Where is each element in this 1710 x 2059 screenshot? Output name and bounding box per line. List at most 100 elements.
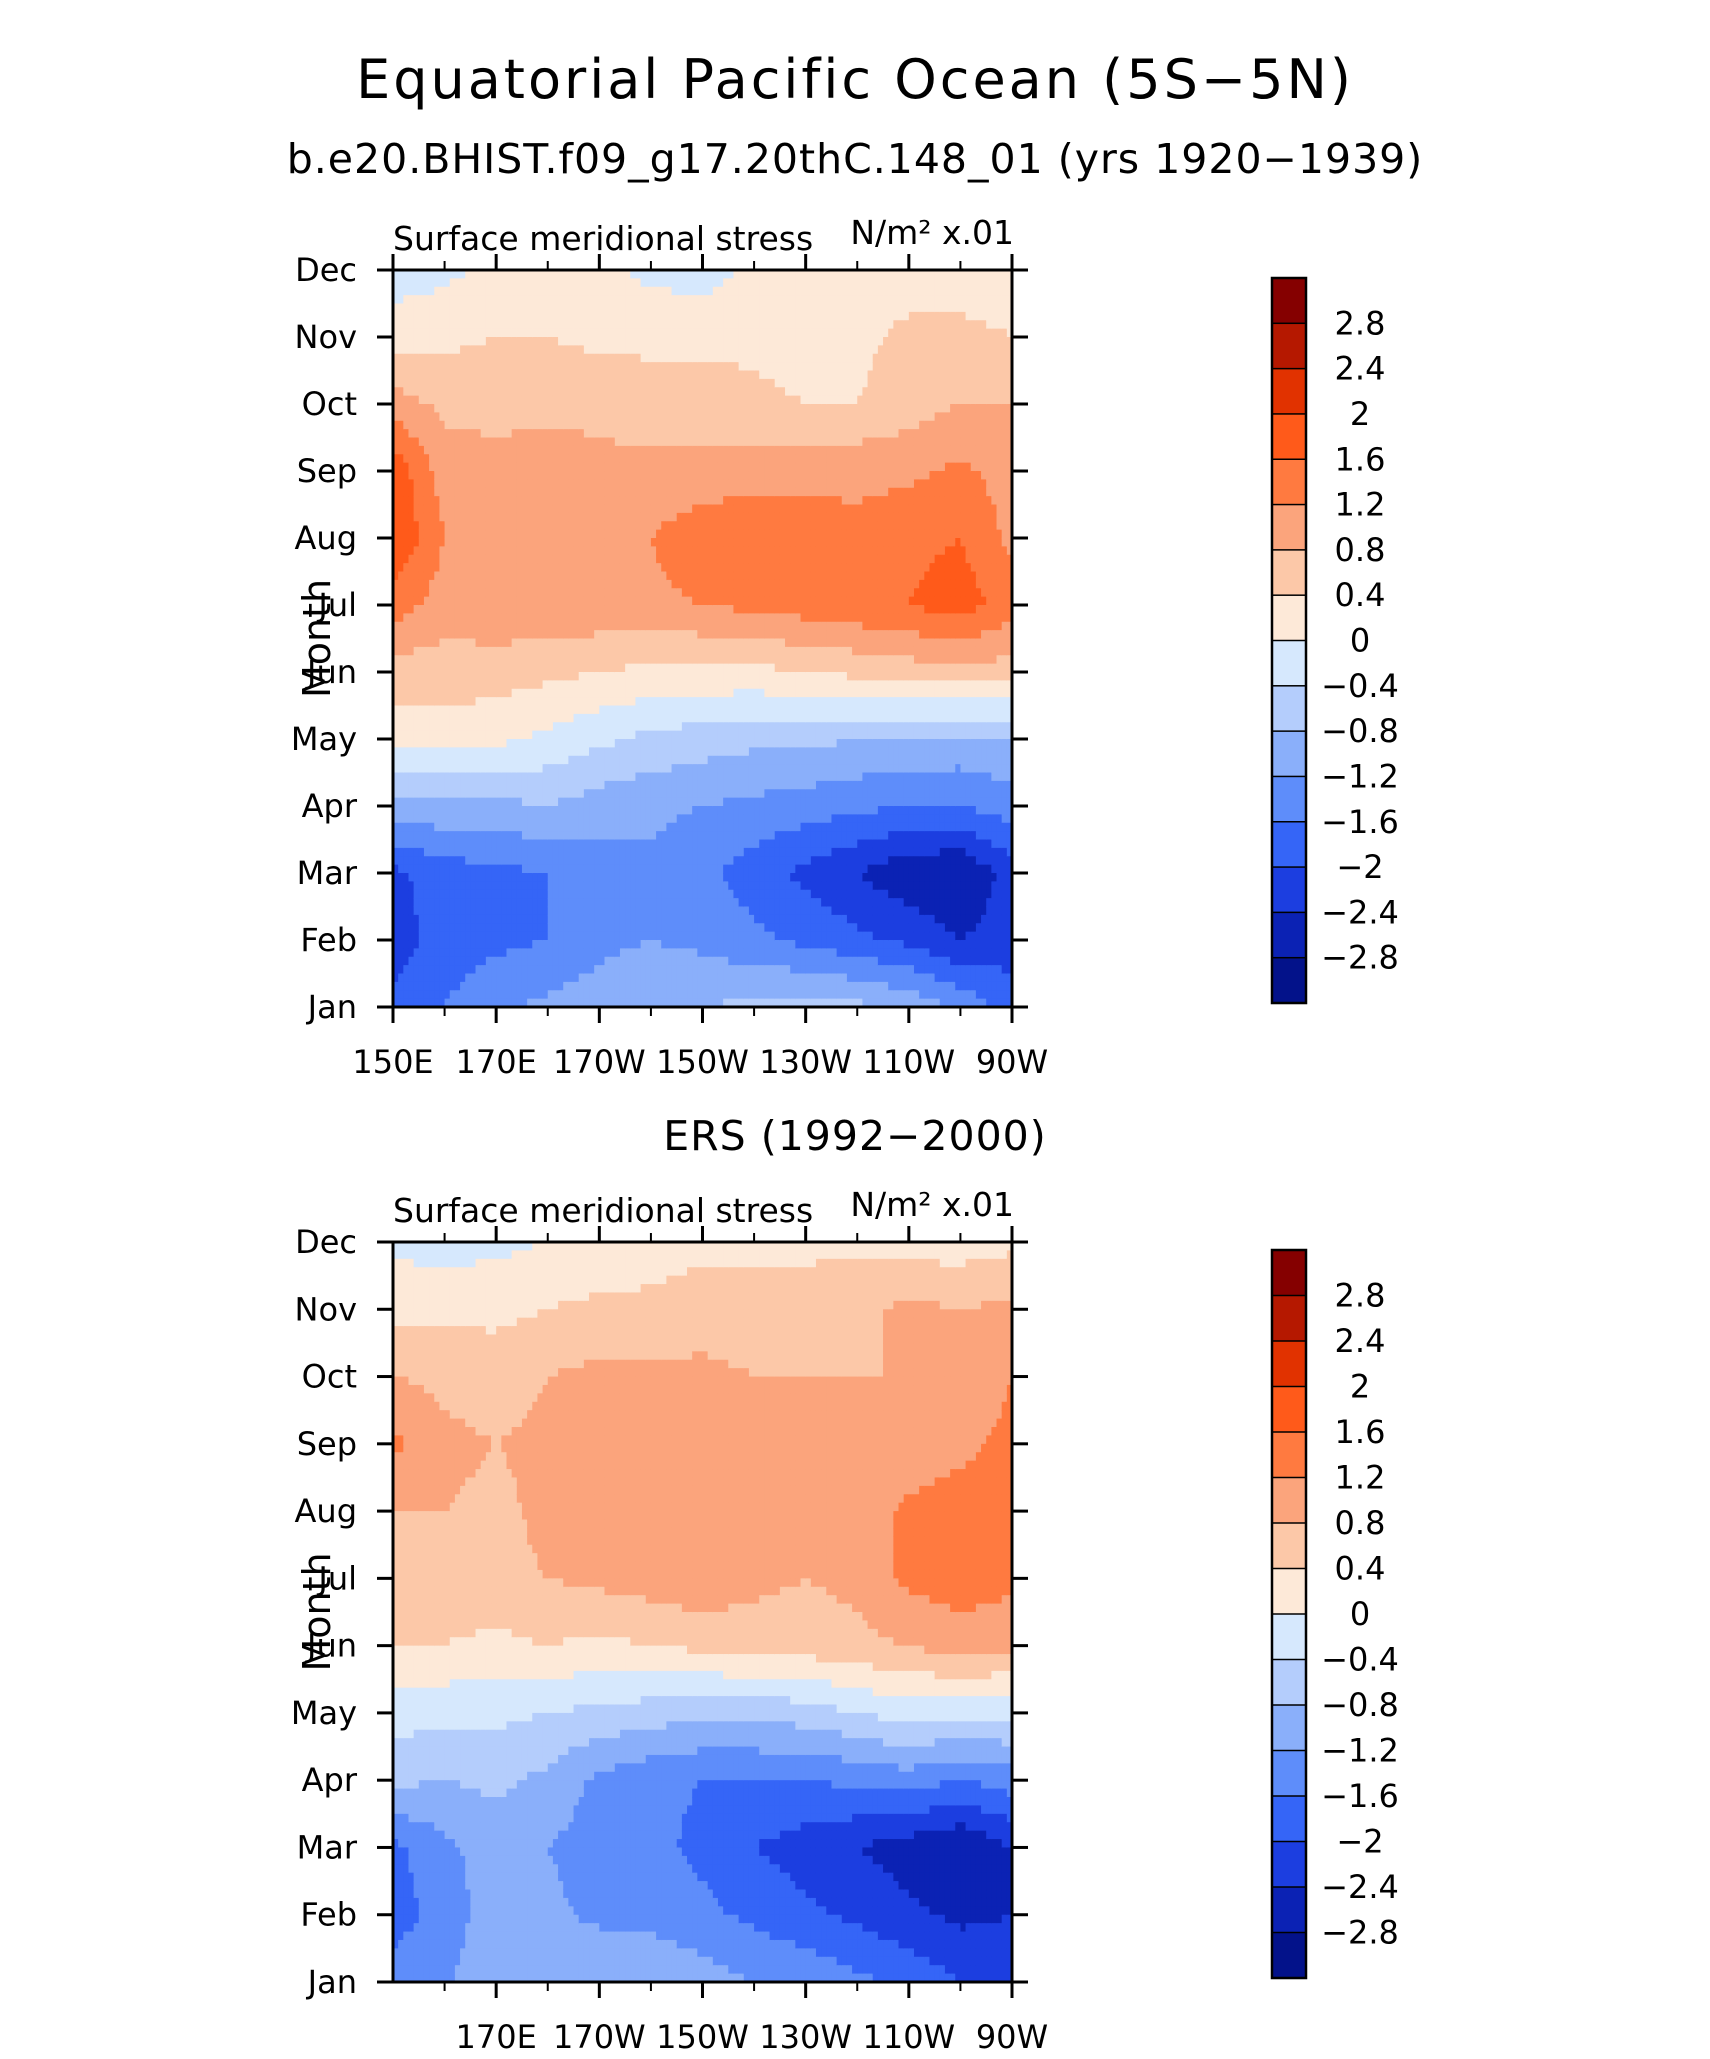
contour-cell: [470, 395, 477, 405]
contour-cell: [418, 621, 425, 631]
contour-cell: [594, 956, 600, 966]
contour-cell: [599, 789, 606, 799]
contour-cell: [393, 512, 399, 522]
contour-cell: [552, 806, 559, 815]
contour-cell: [527, 404, 533, 413]
contour-cell: [429, 546, 435, 556]
contour-cell: [558, 353, 564, 363]
contour-cell: [666, 847, 673, 857]
contour-cell: [434, 471, 441, 480]
contour-cell: [635, 412, 642, 422]
contour-cell: [625, 337, 631, 346]
contour-cell: [563, 353, 569, 363]
contour-cell: [594, 412, 600, 422]
contour-cell: [532, 755, 539, 765]
contour-cell: [568, 839, 575, 849]
contour-cell: [614, 437, 621, 447]
contour-cell: [671, 839, 678, 849]
contour-cell: [542, 981, 549, 991]
contour-cell: [434, 412, 441, 422]
contour-cell: [480, 311, 487, 321]
contour-cell: [578, 839, 585, 849]
contour-cell: [527, 538, 533, 547]
contour-cell: [630, 512, 637, 522]
contour-cell: [527, 596, 533, 606]
contour-cell: [439, 286, 446, 296]
contour-cell: [619, 278, 626, 288]
contour-cell: [558, 479, 564, 489]
contour-cell: [403, 990, 410, 1000]
contour-cell: [496, 923, 502, 933]
contour-cell: [635, 311, 642, 321]
contour-cell: [429, 973, 435, 983]
contour-cell: [521, 605, 528, 614]
contour-cell: [521, 839, 528, 849]
contour-cell: [645, 998, 652, 1008]
contour-cell: [558, 320, 564, 330]
contour-cell: [454, 739, 461, 748]
contour-cell: [439, 420, 446, 430]
contour-cell: [465, 278, 471, 288]
contour-cell: [625, 881, 631, 891]
contour-cell: [429, 521, 435, 531]
contour-cell: [635, 780, 642, 790]
contour-cell: [630, 948, 637, 958]
contour-cell: [480, 512, 487, 522]
contour-cell: [516, 898, 523, 908]
contour-cell: [604, 688, 611, 698]
contour-cell: [573, 337, 580, 346]
contour-cell: [501, 328, 508, 338]
contour-cell: [454, 454, 461, 464]
contour-cell: [568, 806, 575, 815]
contour-cell: [532, 320, 539, 330]
contour-cell: [604, 512, 611, 522]
contour-cell: [661, 730, 667, 740]
contour-cell: [645, 387, 652, 397]
contour-cell: [578, 429, 585, 439]
contour-cell: [614, 956, 621, 966]
contour-cell: [398, 889, 404, 899]
contour-cell: [552, 638, 559, 648]
contour-cell: [583, 990, 590, 1000]
contour-cell: [454, 998, 461, 1008]
contour-cell: [460, 814, 466, 824]
contour-cell: [521, 688, 528, 698]
contour-cell: [527, 739, 533, 748]
contour-cell: [558, 973, 564, 983]
contour-cell: [506, 311, 513, 321]
contour-cell: [449, 462, 456, 472]
contour-cell: [681, 303, 688, 313]
contour-cell: [681, 563, 688, 573]
contour-cell: [403, 948, 410, 958]
contour-cell: [470, 889, 477, 899]
contour-cell: [583, 378, 590, 388]
contour-cell: [630, 747, 637, 757]
contour-cell: [619, 914, 626, 924]
contour-cell: [516, 605, 523, 614]
contour-cell: [532, 839, 539, 849]
contour-cell: [527, 856, 533, 866]
contour-cell: [532, 680, 539, 690]
contour-cell: [635, 270, 642, 279]
contour-cell: [521, 856, 528, 866]
contour-cell: [485, 839, 492, 849]
contour-cell: [485, 739, 492, 748]
contour-cell: [640, 722, 647, 732]
contour-cell: [578, 898, 585, 908]
contour-cell: [403, 538, 410, 547]
contour-cell: [661, 663, 667, 673]
contour-cell: [516, 445, 523, 455]
contour-cell: [625, 395, 631, 405]
contour-cell: [630, 504, 637, 514]
contour-cell: [444, 990, 451, 1000]
contour-cell: [434, 981, 441, 991]
contour-cell: [506, 831, 513, 841]
contour-cell: [475, 311, 482, 321]
contour-cell: [408, 730, 415, 740]
contour-cell: [521, 504, 528, 514]
contour-cell: [594, 772, 600, 782]
contour-cell: [614, 655, 621, 665]
contour-cell: [413, 780, 420, 790]
contour-cell: [583, 370, 590, 380]
contour-cell: [516, 538, 523, 547]
